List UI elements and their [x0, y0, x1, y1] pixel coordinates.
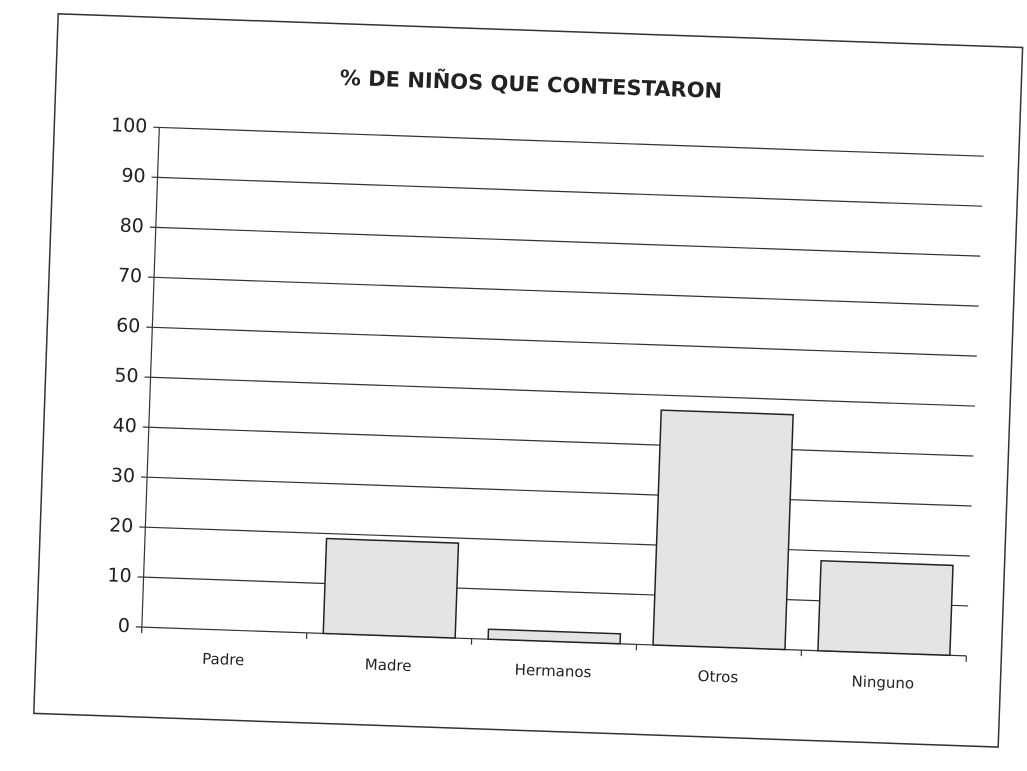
y-tick-label: 80	[119, 215, 144, 238]
grid-line	[145, 526, 970, 557]
y-tick-label: 30	[111, 464, 136, 487]
bar	[652, 409, 794, 651]
y-tick-label: 90	[121, 165, 146, 188]
y-tick-label: 10	[107, 564, 132, 587]
grid-line	[150, 376, 976, 407]
x-tick-label: Hermanos	[514, 661, 591, 682]
y-tick-label: 50	[114, 365, 139, 388]
y-tick-label: 40	[112, 414, 137, 437]
grid-line	[157, 176, 983, 207]
bar	[817, 560, 954, 657]
y-axis	[141, 127, 160, 628]
y-tick-label: 0	[117, 615, 130, 637]
y-tick-label: 70	[118, 265, 143, 288]
bar	[322, 537, 460, 639]
y-tick-label: 100	[111, 114, 148, 137]
y-tick-label: 60	[116, 315, 141, 338]
grid-line	[155, 226, 981, 257]
grid-line	[147, 476, 972, 507]
grid-line	[159, 126, 984, 157]
x-tick-label: Otros	[697, 667, 738, 686]
grid-line	[152, 326, 977, 357]
x-tick-label: Madre	[364, 655, 411, 675]
x-tick-label: Padre	[202, 650, 245, 669]
x-tick-label: Ninguno	[851, 672, 914, 692]
y-tick-label: 20	[109, 514, 134, 537]
grid-line	[148, 426, 974, 457]
chart-frame: % DE NIÑOS QUE CONTESTARON 0102030405060…	[32, 13, 1024, 748]
grid-line	[154, 276, 979, 307]
bar	[487, 628, 622, 645]
